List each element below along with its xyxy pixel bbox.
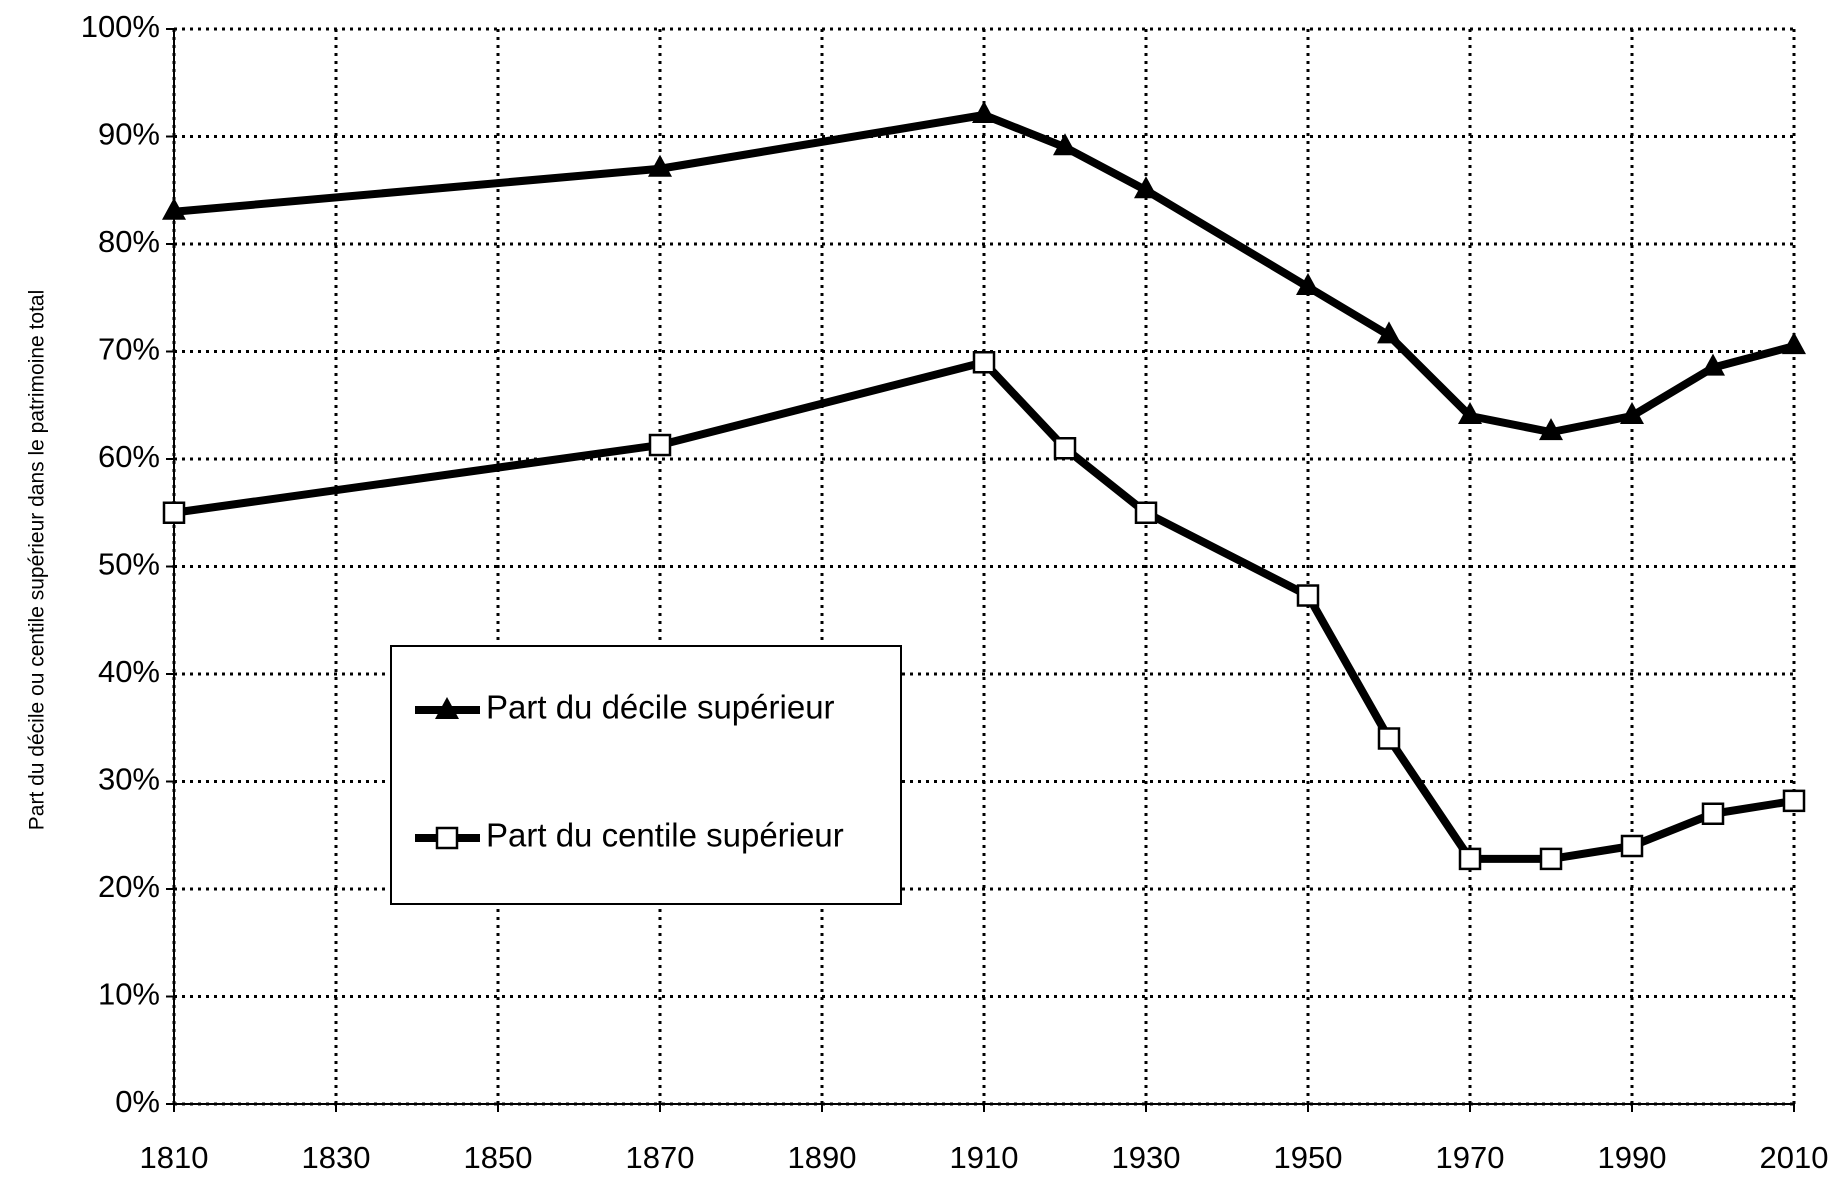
y-tick-label: 0% xyxy=(115,1084,160,1119)
marker xyxy=(1053,133,1077,156)
legend-box xyxy=(390,645,902,905)
marker xyxy=(1458,402,1482,424)
x-tick-label: 1930 xyxy=(1112,1140,1181,1175)
x-tick-label: 1910 xyxy=(950,1140,1019,1175)
marker xyxy=(1539,418,1563,441)
x-tick-label: 1850 xyxy=(464,1140,533,1175)
marker xyxy=(1377,727,1401,750)
y-tick-label: 80% xyxy=(98,224,160,259)
marker xyxy=(1053,437,1077,460)
series-line xyxy=(173,111,1796,437)
x-tick-label: 1870 xyxy=(626,1140,695,1175)
marker xyxy=(1539,847,1563,871)
marker xyxy=(1701,353,1725,376)
marker xyxy=(1134,176,1158,199)
marker xyxy=(1377,321,1401,344)
y-tick-label: 90% xyxy=(98,117,160,152)
legend-marker xyxy=(435,826,459,850)
marker xyxy=(972,351,996,374)
marker xyxy=(972,101,996,123)
y-tick-label: 20% xyxy=(98,869,160,904)
marker xyxy=(1134,501,1158,524)
y-tick-label: 70% xyxy=(98,332,160,367)
marker xyxy=(1458,847,1482,871)
x-tick-label: 1890 xyxy=(788,1140,857,1175)
y-tick-label: 30% xyxy=(98,762,160,797)
marker xyxy=(1620,402,1644,424)
plot-area: 0% 10% 20% 30% 40% 50% 60% 70% 80% 90% 100% 1810 183… xyxy=(81,9,1829,1175)
marker xyxy=(1620,834,1644,858)
y-tick-label: 10% xyxy=(98,977,160,1012)
x-tick-label: 2010 xyxy=(1760,1140,1829,1175)
y-tick-label: 60% xyxy=(98,439,160,474)
series-line xyxy=(173,358,1795,863)
marker xyxy=(1782,332,1806,355)
x-tick-label: 1970 xyxy=(1436,1140,1505,1175)
marker xyxy=(1782,789,1806,813)
marker xyxy=(648,154,672,177)
marker xyxy=(648,433,672,457)
y-tick-label: 100% xyxy=(81,9,160,44)
marker xyxy=(1296,584,1320,607)
y-tick-label: 50% xyxy=(98,547,160,582)
x-tick-label: 1950 xyxy=(1274,1140,1343,1175)
legend-label: Part du centile supérieur xyxy=(486,817,844,854)
marker xyxy=(162,501,186,524)
marker xyxy=(1701,802,1725,825)
y-tick-label: 40% xyxy=(98,654,160,689)
x-tick-label: 1990 xyxy=(1598,1140,1667,1175)
legend-marker xyxy=(435,697,459,719)
legend: Part du décile supérieur Part du centile… xyxy=(390,645,902,905)
legend-label: Part du décile supérieur xyxy=(486,689,835,726)
x-tick-label: 1810 xyxy=(140,1140,209,1175)
x-tick-label: 1830 xyxy=(302,1140,371,1175)
y-axis-label: Part du décile ou centile supérieur dans… xyxy=(26,290,49,830)
marker xyxy=(1296,273,1320,295)
marker xyxy=(162,197,186,220)
